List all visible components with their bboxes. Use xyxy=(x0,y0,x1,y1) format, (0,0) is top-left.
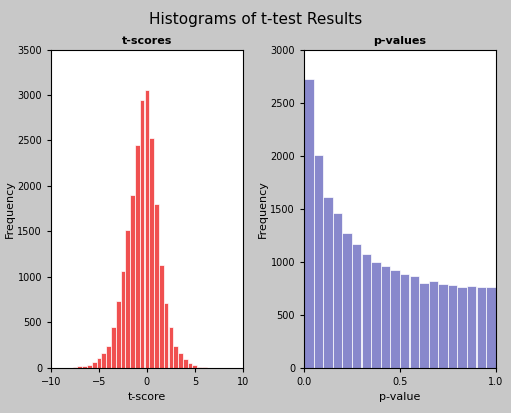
Bar xyxy=(173,346,178,368)
Bar xyxy=(135,145,140,368)
Title: t-scores: t-scores xyxy=(122,36,172,46)
Bar xyxy=(92,362,97,368)
Bar xyxy=(87,365,92,368)
Bar xyxy=(169,327,173,368)
Bar xyxy=(178,354,183,368)
Bar xyxy=(154,204,159,368)
Bar xyxy=(97,358,101,368)
Bar xyxy=(429,281,438,368)
Bar xyxy=(73,367,77,368)
Bar xyxy=(111,327,115,368)
Bar xyxy=(159,265,164,368)
Bar xyxy=(121,271,125,368)
Bar xyxy=(102,353,106,368)
Bar xyxy=(448,285,457,368)
Bar xyxy=(188,363,192,368)
Bar xyxy=(486,287,496,368)
Bar xyxy=(323,197,333,368)
Bar xyxy=(409,276,419,368)
Bar xyxy=(477,287,486,368)
Bar xyxy=(116,301,121,368)
Bar xyxy=(197,367,202,368)
Bar xyxy=(419,283,429,368)
Bar xyxy=(352,244,361,368)
Bar xyxy=(193,365,197,368)
Bar xyxy=(304,79,314,368)
Bar xyxy=(390,270,400,368)
Bar xyxy=(400,274,409,368)
Y-axis label: Frequency: Frequency xyxy=(5,180,14,237)
Bar xyxy=(362,254,371,368)
X-axis label: t-score: t-score xyxy=(128,392,166,402)
Bar xyxy=(82,366,87,368)
Bar xyxy=(106,346,111,368)
Bar xyxy=(183,359,188,368)
Bar xyxy=(164,303,169,368)
Bar xyxy=(342,233,352,368)
X-axis label: p-value: p-value xyxy=(379,392,421,402)
Bar xyxy=(145,90,149,368)
Bar xyxy=(130,195,135,368)
Bar xyxy=(371,261,381,368)
Bar xyxy=(314,154,323,368)
Bar xyxy=(125,230,130,368)
Text: Histograms of t-test Results: Histograms of t-test Results xyxy=(149,12,362,27)
Bar xyxy=(381,266,390,368)
Title: p-values: p-values xyxy=(374,36,426,46)
Y-axis label: Frequency: Frequency xyxy=(258,180,267,237)
Bar xyxy=(457,287,467,368)
Bar xyxy=(333,213,342,368)
Bar xyxy=(202,367,207,368)
Bar xyxy=(438,284,448,368)
Bar xyxy=(467,286,476,368)
Bar xyxy=(78,366,82,368)
Bar xyxy=(140,100,145,368)
Bar xyxy=(149,138,154,368)
